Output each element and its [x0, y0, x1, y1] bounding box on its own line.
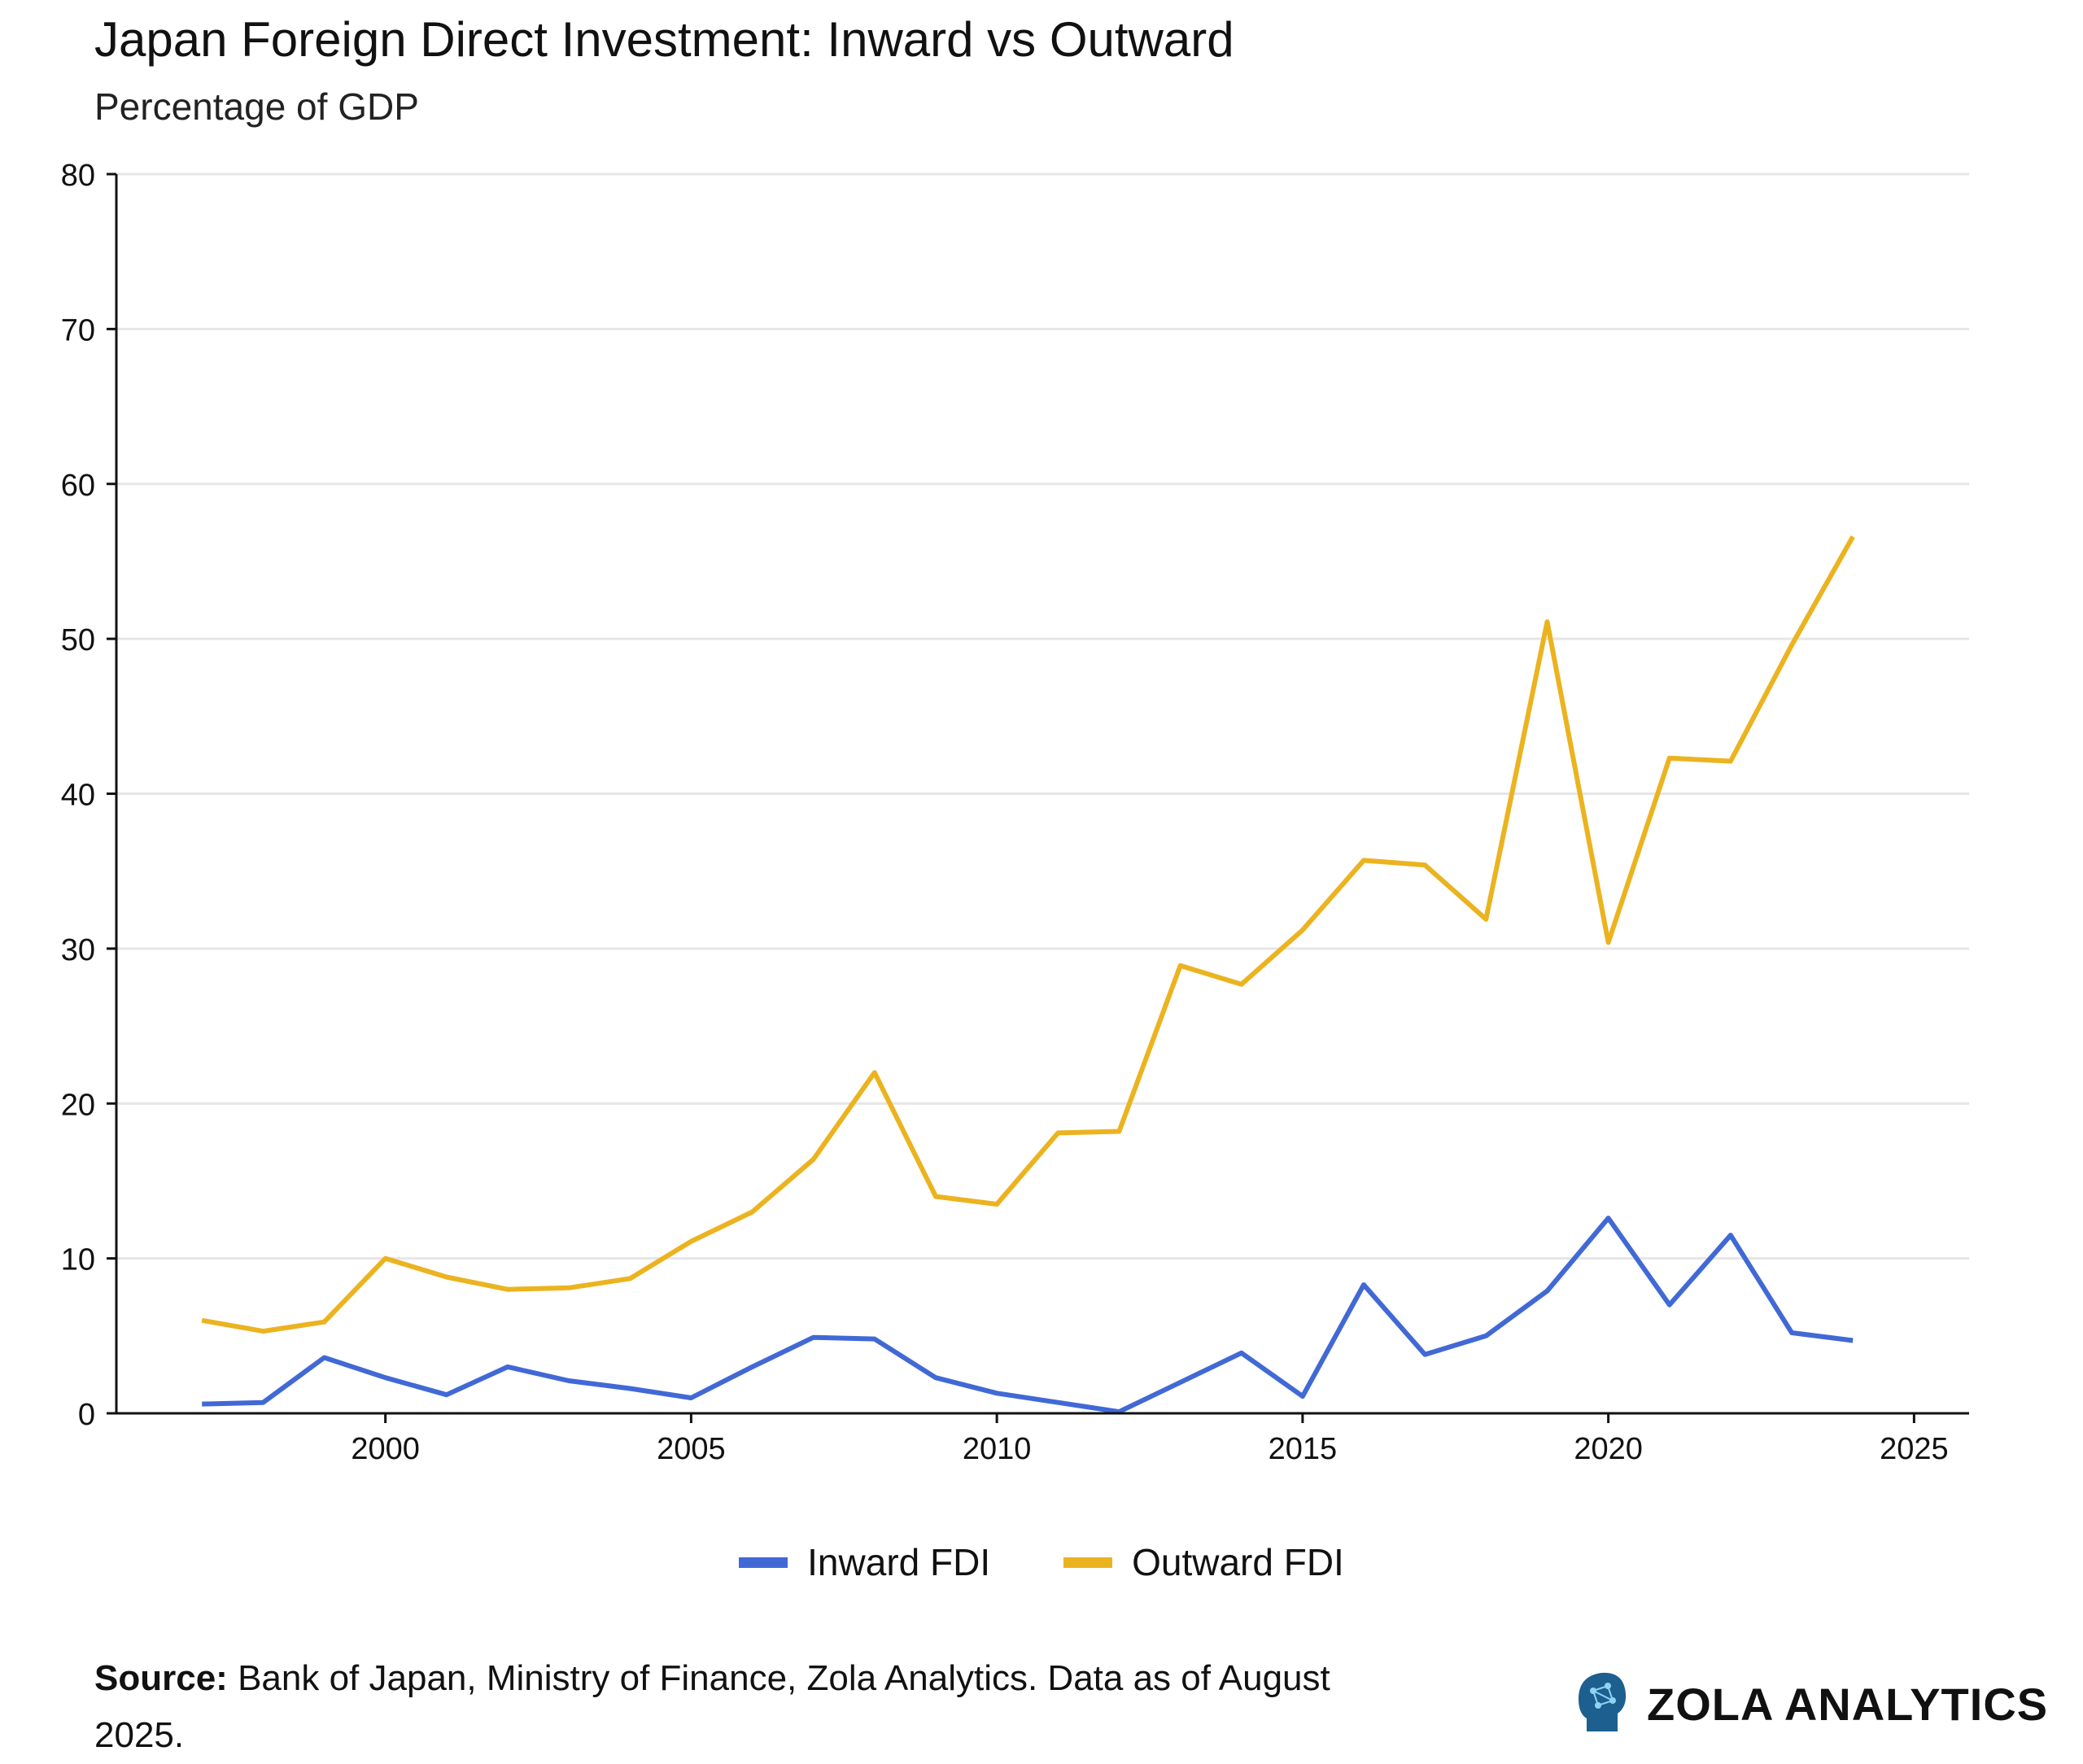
- y-tick-label: 20: [61, 1088, 95, 1122]
- x-tick-label: 2000: [351, 1432, 420, 1466]
- grid-lines: [116, 172, 1969, 1260]
- brain-head-icon: [1575, 1668, 1629, 1740]
- legend: Inward FDI Outward FDI: [0, 1540, 2083, 1584]
- legend-swatch-inward: [739, 1557, 788, 1568]
- legend-label-inward: Inward FDI: [807, 1541, 991, 1583]
- y-tick-label: 60: [61, 469, 95, 503]
- source-text: Bank of Japan, Ministry of Finance, Zola…: [94, 1658, 1330, 1755]
- legend-label-outward: Outward FDI: [1132, 1541, 1344, 1583]
- source-label: Source:: [94, 1658, 228, 1698]
- y-tick-label: 40: [61, 779, 95, 813]
- line-chart: 0 10 20 30 40 50 60 70 80 2000 2005 2010 2015 2020 202…: [61, 159, 1969, 1466]
- legend-item-inward: Inward FDI: [739, 1540, 990, 1584]
- x-tick-label: 2015: [1269, 1432, 1338, 1466]
- y-tick-label: 50: [61, 623, 95, 657]
- y-tick-label: 0: [78, 1398, 95, 1432]
- series-lines: [201, 535, 1855, 1415]
- x-tick-label: 2005: [657, 1432, 726, 1466]
- brand-logo: ZOLA ANALYTICS: [1575, 1668, 2048, 1740]
- legend-item-outward: Outward FDI: [1063, 1540, 1344, 1584]
- brand-name: ZOLA ANALYTICS: [1647, 1679, 2049, 1730]
- y-tick-label: 10: [61, 1243, 95, 1277]
- y-tick-label: 70: [61, 313, 95, 347]
- x-tick-label: 2020: [1574, 1432, 1643, 1466]
- series-line-outward-fdi: [201, 535, 1855, 1334]
- series-line-inward-fdi: [202, 1216, 1854, 1415]
- y-tick-label: 30: [61, 933, 95, 967]
- x-tick-label: 2025: [1880, 1432, 1949, 1466]
- x-tick-label: 2010: [963, 1432, 1032, 1466]
- source-note: Source: Bank of Japan, Ministry of Finan…: [94, 1650, 1429, 1764]
- chart-title: Japan Foreign Direct Investment: Inward …: [94, 12, 1234, 67]
- y-tick-label: 80: [61, 159, 95, 193]
- chart-subtitle: Percentage of GDP: [94, 85, 419, 128]
- legend-swatch-outward: [1063, 1557, 1113, 1568]
- axes: 0 10 20 30 40 50 60 70 80 2000 2005 2010 2015 2020 202…: [61, 159, 1969, 1466]
